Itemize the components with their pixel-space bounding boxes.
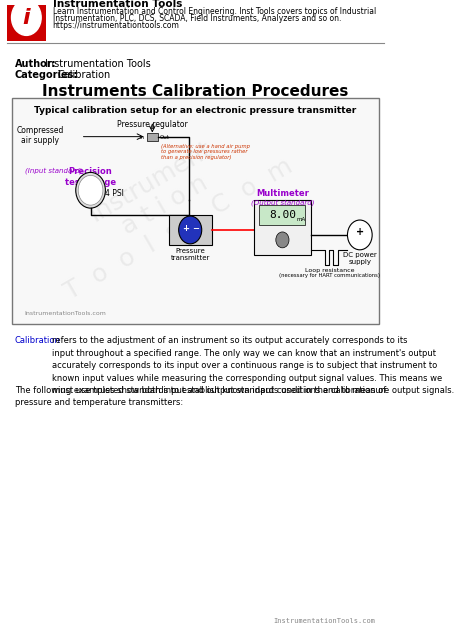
Text: (Input standard): (Input standard) [25, 167, 82, 174]
Text: refers to the adjustment of an instrument so its output accurately corresponds t: refers to the adjustment of an instrumen… [52, 336, 454, 395]
Bar [146, 133, 158, 140]
FancyBboxPatch shape [11, 98, 379, 324]
Text: In: In [140, 135, 145, 140]
Text: Instrument
a t i o n
T  o  o  l  s  .  C  o  m: Instrument a t i o n T o o l s . C o m [33, 106, 297, 305]
Polygon shape [151, 124, 154, 129]
Text: +: + [182, 224, 189, 233]
Text: Instrumentation, PLC, DCS, SCADA, Field Instruments, Analyzers and so on.: Instrumentation, PLC, DCS, SCADA, Field … [53, 13, 341, 23]
Text: Pressure
transmitter: Pressure transmitter [171, 248, 210, 261]
FancyBboxPatch shape [7, 0, 46, 41]
Text: InstrumentationTools.com: InstrumentationTools.com [25, 312, 107, 317]
Text: Compressed
air supply: Compressed air supply [17, 126, 64, 145]
Text: Calibration: Calibration [58, 70, 111, 80]
Circle shape [179, 216, 202, 244]
Bar [169, 215, 211, 245]
Text: Instruments Calibration Procedures: Instruments Calibration Procedures [42, 84, 348, 99]
Text: (Alternative: use a hand air pump
to generate low pressures rather
than a precis: (Alternative: use a hand air pump to gen… [161, 143, 249, 160]
Text: Categories:: Categories: [15, 70, 78, 80]
Circle shape [78, 175, 103, 205]
Text: (necessary for HART communications): (necessary for HART communications) [279, 272, 380, 277]
Text: −: − [191, 224, 199, 233]
Bar [254, 200, 311, 255]
Text: Learn Instrumentation and Control Engineering. Inst Tools covers topics of Indus: Learn Instrumentation and Control Engine… [53, 6, 376, 16]
Text: https://instrumentationtools.com: https://instrumentationtools.com [53, 20, 180, 30]
Text: Out: Out [160, 135, 170, 140]
Text: Calibration: Calibration [15, 336, 61, 345]
Text: 8.00: 8.00 [269, 210, 296, 220]
Text: Author:: Author: [15, 59, 56, 70]
Text: Typical calibration setup for an electronic pressure transmitter: Typical calibration setup for an electro… [34, 106, 356, 115]
Text: (Output standard): (Output standard) [251, 199, 314, 206]
Text: Instrumentation Tools: Instrumentation Tools [53, 0, 182, 9]
Text: InstrumentationTools.com: InstrumentationTools.com [273, 618, 375, 624]
Text: Loop resistance: Loop resistance [305, 268, 354, 272]
Circle shape [347, 220, 372, 250]
Text: The following examples show both input and output standards used in the calibrat: The following examples show both input a… [15, 386, 386, 407]
Text: Instrumentation Tools: Instrumentation Tools [46, 59, 151, 70]
Text: DC power
supply: DC power supply [343, 252, 377, 265]
Circle shape [76, 173, 105, 208]
Text: i: i [23, 8, 30, 28]
Text: Pressure regulator: Pressure regulator [117, 120, 188, 129]
Bar [259, 205, 305, 225]
Text: Precision
test gauge: Precision test gauge [65, 167, 116, 187]
Text: Multimeter: Multimeter [256, 189, 309, 198]
Text: +: + [356, 227, 364, 237]
Circle shape [11, 0, 41, 35]
Text: 4 PSI: 4 PSI [105, 189, 124, 198]
Circle shape [276, 232, 289, 248]
Text: mA: mA [296, 217, 306, 222]
